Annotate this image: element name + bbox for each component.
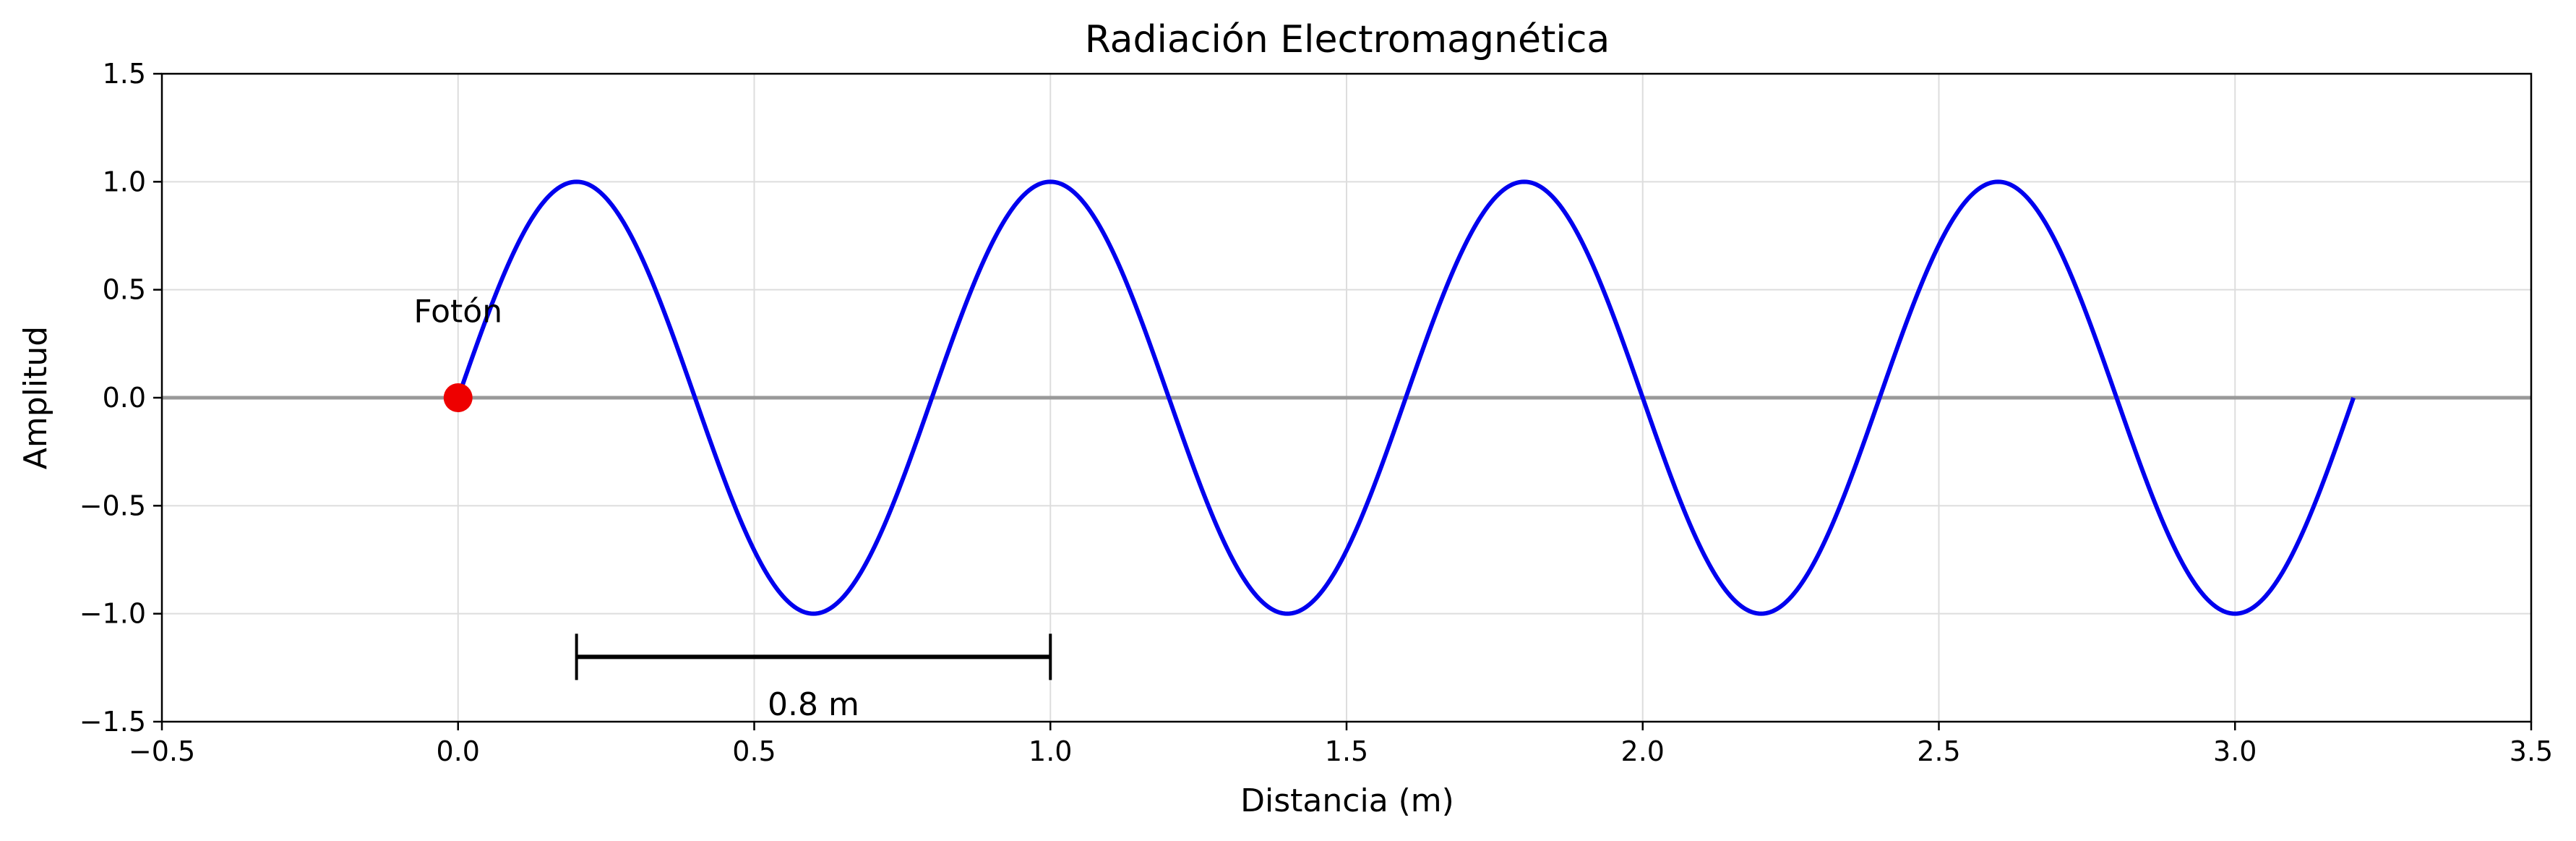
wavelength-marker (575, 633, 1052, 680)
y-tick-label: −1.0 (80, 598, 146, 630)
y-tick-label: 1.5 (103, 58, 146, 90)
y-tick-label: 0.5 (103, 274, 146, 306)
y-tick-label: 1.0 (103, 166, 146, 197)
photon-label: Fotón (413, 293, 502, 330)
x-axis-label: Distancia (m) (1240, 782, 1454, 819)
x-tick-label: 2.5 (1917, 735, 1960, 767)
chart-title: Radiación Electromagnética (1085, 18, 1610, 61)
y-tick-label: −0.5 (80, 490, 146, 521)
x-tick-label: 1.5 (1325, 735, 1368, 767)
wave-series-line (455, 179, 2356, 616)
x-axis-ticks: −0.5 0.0 0.5 1.0 1.5 2.0 2.5 3.0 3.5 (129, 722, 2553, 767)
x-tick-label: 0.0 (437, 735, 480, 767)
y-axis-ticks: −1.5 −1.0 −0.5 0.0 0.5 1.0 1.5 (80, 58, 162, 738)
y-tick-label: 0.0 (103, 382, 146, 414)
x-tick-label: −0.5 (129, 735, 195, 767)
photon-point (443, 383, 473, 412)
x-tick-label: 3.0 (2213, 735, 2257, 767)
wavelength-label: 0.8 m (768, 686, 859, 723)
y-tick-label: −1.5 (80, 706, 146, 738)
x-tick-label: 2.0 (1621, 735, 1665, 767)
x-tick-label: 3.5 (2510, 735, 2553, 767)
x-tick-label: 1.0 (1029, 735, 1072, 767)
y-axis-label: Amplitud (17, 326, 54, 469)
x-tick-label: 0.5 (732, 735, 776, 767)
